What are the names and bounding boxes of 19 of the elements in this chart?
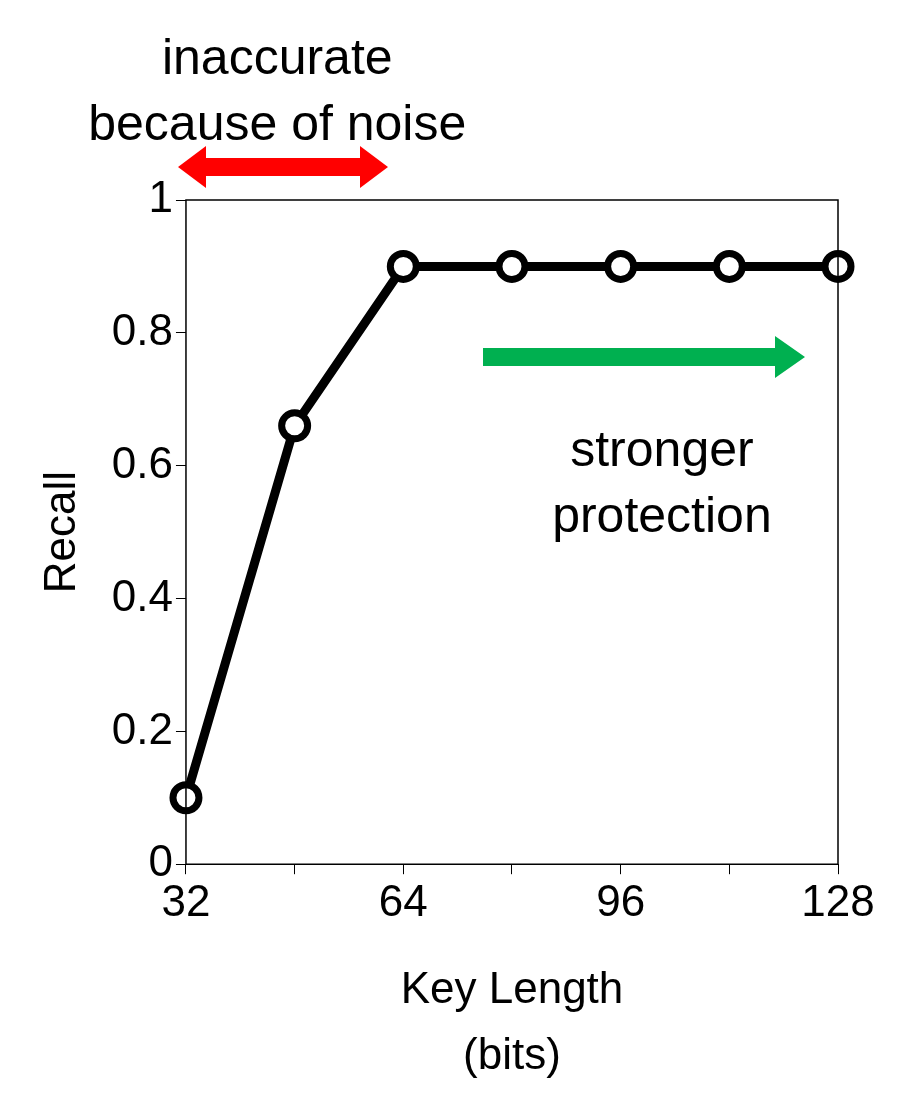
y-tick-label: 0.8 <box>111 304 173 354</box>
x-tick-label: 96 <box>596 875 646 925</box>
point <box>278 409 312 443</box>
y-tick-label: 0.4 <box>111 570 173 620</box>
point <box>604 249 638 283</box>
point <box>169 781 203 815</box>
y-tick-label: 1 <box>148 172 173 222</box>
point <box>386 249 420 283</box>
annotation: stronger protection <box>552 421 772 544</box>
y-tick-label: 0.6 <box>111 437 173 487</box>
y-axis-title: Recall <box>34 470 84 594</box>
text: inaccurate because of noise <box>88 28 467 151</box>
point <box>495 249 529 283</box>
x-axis-title: Key Length (bits) <box>400 963 624 1079</box>
x-tick-label: 128 <box>801 875 875 925</box>
y-tick-label: 0.2 <box>111 703 173 753</box>
x-tick-label: 64 <box>378 875 428 925</box>
point <box>712 249 746 283</box>
point <box>821 249 855 283</box>
